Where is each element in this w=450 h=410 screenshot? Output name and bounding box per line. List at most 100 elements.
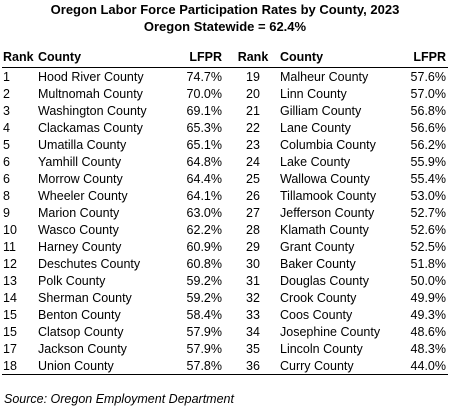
county-cell: Marion County [38,205,120,220]
county-cell: Douglas County [280,273,369,288]
header-lfpr: LFPR [413,50,446,64]
lfpr-cell: 58.4% [186,307,222,322]
rank-cell: 35 [246,341,260,356]
lfpr-cell: 57.8% [186,358,222,373]
rank-cell: 22 [246,120,260,135]
rank-cell: 12 [3,256,17,271]
table-row: 12 Deschutes County 60.8% 30 Baker County 51.… [2,255,448,272]
lfpr-cell: 74.7% [186,69,222,84]
header-county: County [38,50,82,64]
county-cell: Washington County [38,103,147,118]
lfpr-cell: 53.0% [410,188,446,203]
county-cell: Polk County [38,273,106,288]
lfpr-cell: 52.6% [410,222,446,237]
lfpr-cell: 69.1% [186,103,222,118]
county-cell: Multnomah County [38,86,143,101]
rank-cell: 11 [3,239,16,254]
rank-cell: 13 [3,273,17,288]
table-body: 1 Hood River County 74.7% 19 Malheur County 5… [2,68,448,375]
lfpr-cell: 64.1% [186,188,222,203]
county-cell: Clackamas County [38,120,143,135]
county-cell: Coos County [280,307,353,322]
rank-cell: 26 [246,188,260,203]
rank-cell: 4 [3,120,10,135]
lfpr-cell: 57.6% [410,69,446,84]
lfpr-cell: 49.3% [410,307,446,322]
lfpr-cell: 57.9% [186,324,222,339]
lfpr-cell: 63.0% [186,205,222,220]
table-row: 15 Benton County 58.4% 33 Coos County 49.3% [2,306,448,323]
lfpr-cell: 55.9% [410,154,446,169]
lfpr-cell: 56.6% [410,120,446,135]
county-cell: Jackson County [38,341,127,356]
lfpr-cell: 48.3% [410,341,446,356]
table-row: 9 Marion County 63.0% 27 Jefferson County 52.… [2,204,448,221]
rank-cell: 5 [3,137,10,152]
table-row: 4 Clackamas County 65.3% 22 Lane County 56.6% [2,119,448,136]
lfpr-cell: 70.0% [186,86,222,101]
lfpr-cell: 56.2% [410,137,446,152]
lfpr-cell: 44.0% [410,358,446,373]
lfpr-cell: 52.7% [410,205,446,220]
table-row: 18 Union County 57.8% 36 Curry County 44.0% [2,357,448,375]
county-cell: Yamhill County [38,154,122,169]
lfpr-cell: 57.0% [410,86,446,101]
header-rank: Rank [237,50,269,64]
rank-cell: 17 [3,341,17,356]
county-cell: Clatsop County [38,324,124,339]
rank-cell: 6 [3,154,10,169]
county-cell: Lane County [280,120,351,135]
rank-cell: 24 [246,154,260,169]
rank-cell: 30 [246,256,260,271]
rank-cell: 1 [3,69,10,84]
lfpr-cell: 52.5% [410,239,446,254]
table-row: 11 Harney County 60.9% 29 Grant County 52.5% [2,238,448,255]
rank-cell: 32 [246,290,260,305]
rank-cell: 14 [3,290,17,305]
rank-cell: 33 [246,307,260,322]
county-cell: Curry County [280,358,354,373]
county-cell: Tillamook County [280,188,377,203]
rank-cell: 20 [246,86,260,101]
county-cell: Linn County [280,86,347,101]
table-row: 15 Clatsop County 57.9% 34 Josephine County 4… [2,323,448,340]
county-cell: Hood River County [38,69,144,84]
rank-cell: 10 [3,222,17,237]
rank-cell: 9 [3,205,10,220]
county-cell: Jefferson County [280,205,375,220]
header-lfpr: LFPR [189,50,222,64]
county-cell: Baker County [280,256,356,271]
table-row: 14 Sherman County 59.2% 32 Crook County 49.9% [2,289,448,306]
county-cell: Wallowa County [280,171,370,186]
county-cell: Umatilla County [38,137,127,152]
header-rank: Rank [3,50,34,64]
table-row: 6 Morrow County 64.4% 25 Wallowa County 55.4% [2,170,448,187]
lfpr-cell: 50.0% [410,273,446,288]
county-cell: Wasco County [38,222,119,237]
table-header-row: Rank County LFPR Rank County LFPR [2,47,448,68]
rank-cell: 29 [246,239,260,254]
rank-cell: 19 [246,69,260,84]
county-cell: Harney County [38,239,122,254]
county-cell: Morrow County [38,171,123,186]
table-row: 8 Wheeler County 64.1% 26 Tillamook County 53… [2,187,448,204]
rank-cell: 3 [3,103,10,118]
county-cell: Lake County [280,154,351,169]
county-cell: Sherman County [38,290,132,305]
table-row: 13 Polk County 59.2% 31 Douglas County 50.0% [2,272,448,289]
lfpr-cell: 56.8% [410,103,446,118]
rank-cell: 25 [246,171,260,186]
lfpr-cell: 59.2% [186,273,222,288]
table-row: 2 Multnomah County 70.0% 20 Linn County 57.0% [2,85,448,102]
county-cell: Deschutes County [38,256,141,271]
rank-cell: 15 [3,307,17,322]
lfpr-cell: 65.3% [186,120,222,135]
table-row: 3 Washington County 69.1% 21 Gilliam County 5… [2,102,448,119]
rank-cell: 31 [246,273,260,288]
rank-cell: 21 [246,103,260,118]
lfpr-cell: 62.2% [186,222,222,237]
table-row: 1 Hood River County 74.7% 19 Malheur County 5… [2,68,448,86]
county-cell: Lincoln County [280,341,363,356]
lfpr-cell: 65.1% [186,137,222,152]
